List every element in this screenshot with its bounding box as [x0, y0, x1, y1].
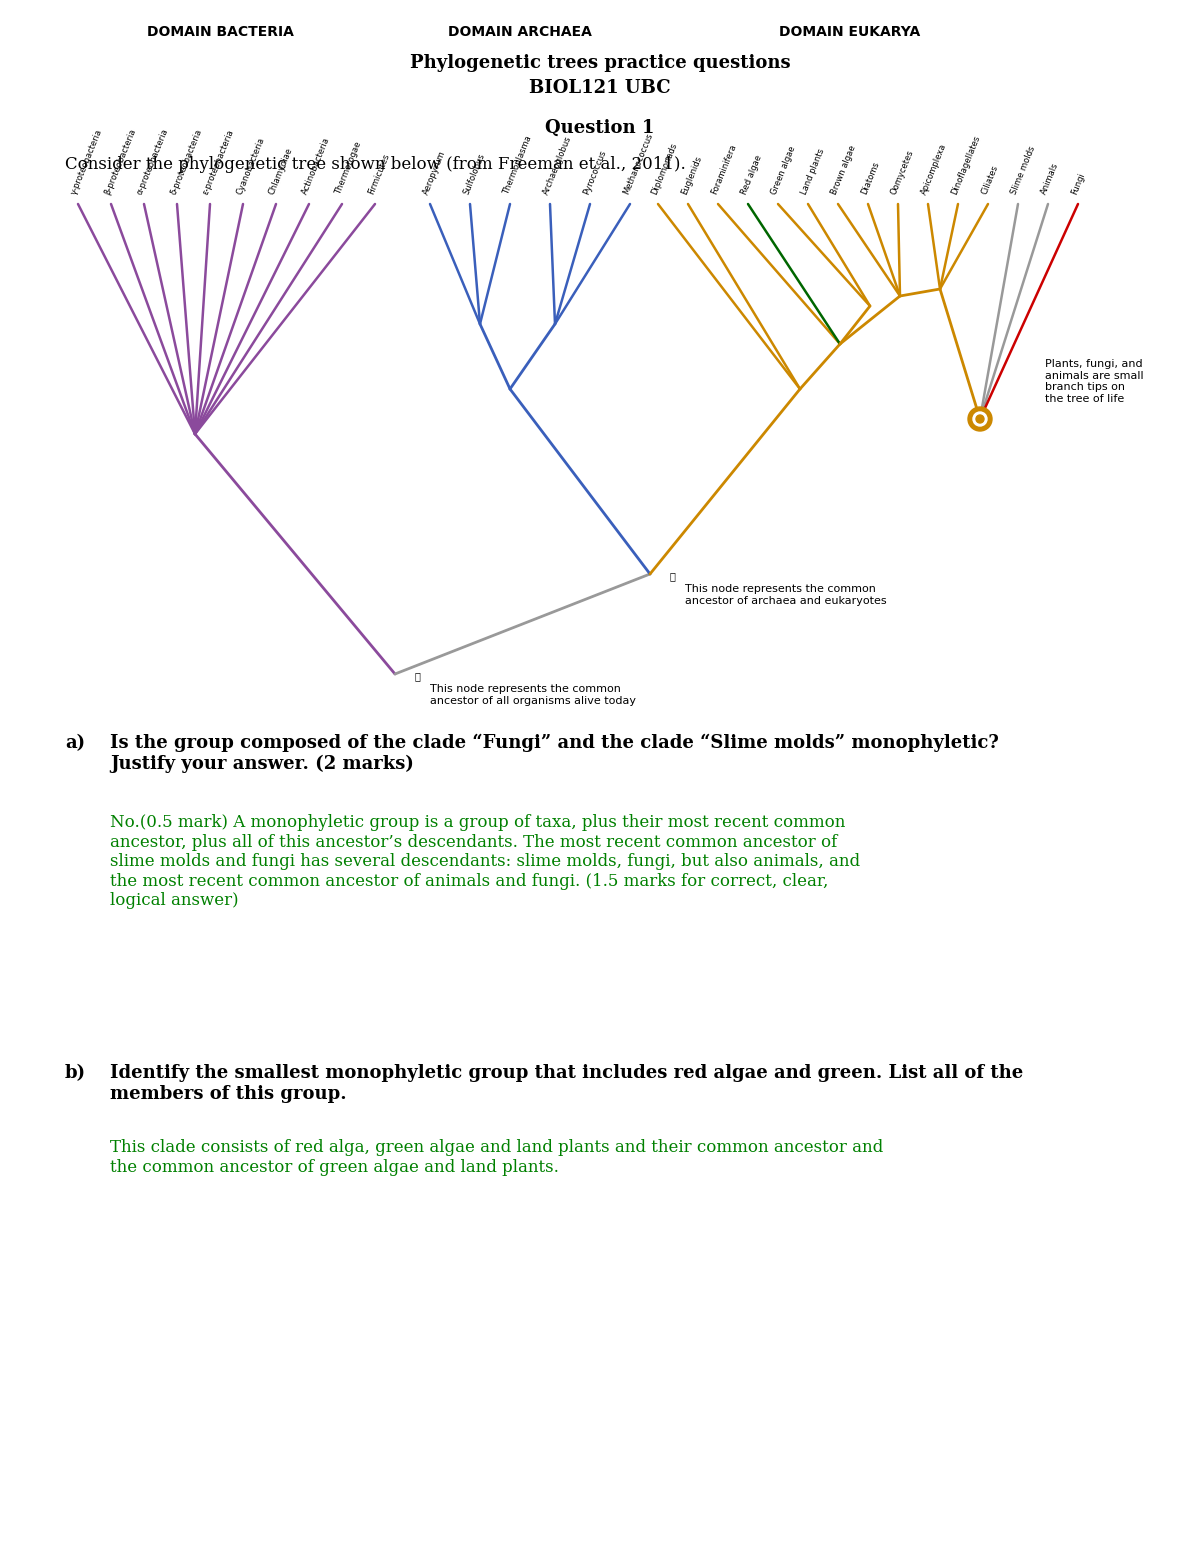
Text: Euglenids: Euglenids — [679, 154, 703, 196]
Text: DOMAIN EUKARYA: DOMAIN EUKARYA — [779, 25, 920, 39]
Text: Oomycetes: Oomycetes — [889, 149, 916, 196]
Text: Thermotogae: Thermotogae — [334, 140, 364, 196]
Text: Firmicutes: Firmicutes — [367, 152, 391, 196]
Text: Identify the smallest monophyletic group that includes red algae and green. List: Identify the smallest monophyletic group… — [110, 1064, 1024, 1103]
Text: Question 1: Question 1 — [545, 120, 655, 137]
Text: Pyrococcus: Pyrococcus — [582, 149, 607, 196]
Text: ε-proteobacteria: ε-proteobacteria — [202, 127, 236, 196]
Text: 📍: 📍 — [670, 570, 676, 581]
Text: Slime molds: Slime molds — [1009, 145, 1037, 196]
Circle shape — [973, 412, 986, 426]
Text: Cyanobacteria: Cyanobacteria — [235, 135, 266, 196]
Text: α-proteobacteria: α-proteobacteria — [136, 127, 170, 196]
Text: Red algae: Red algae — [739, 154, 763, 196]
Text: Land plants: Land plants — [799, 148, 827, 196]
Text: Diatoms: Diatoms — [859, 160, 881, 196]
Text: BIOL121 UBC: BIOL121 UBC — [529, 79, 671, 96]
Text: Methanococcus: Methanococcus — [622, 132, 654, 196]
Text: Chlamydiae: Chlamydiae — [268, 146, 295, 196]
Text: Aeropyrum: Aeropyrum — [421, 149, 448, 196]
Text: This node represents the common
ancestor of all organisms alive today: This node represents the common ancestor… — [430, 684, 636, 706]
Text: Actinobacteria: Actinobacteria — [301, 137, 332, 196]
Text: Archaeoglobus: Archaeoglobus — [541, 135, 574, 196]
Text: Green algae: Green algae — [769, 145, 797, 196]
Text: Diplomonads: Diplomonads — [649, 141, 679, 196]
Text: b): b) — [65, 1064, 86, 1082]
Circle shape — [968, 407, 992, 430]
Text: Is the group composed of the clade “Fungi” and the clade “Slime molds” monophyle: Is the group composed of the clade “Fung… — [110, 733, 998, 774]
Text: Brown algae: Brown algae — [829, 145, 858, 196]
Text: Phylogenetic trees practice questions: Phylogenetic trees practice questions — [409, 54, 791, 71]
Text: Thermoplasma: Thermoplasma — [502, 135, 534, 196]
Text: β-proteobacteria: β-proteobacteria — [103, 127, 138, 196]
Text: This clade consists of red alga, green algae and land plants and their common an: This clade consists of red alga, green a… — [110, 1139, 883, 1175]
Text: a): a) — [65, 733, 85, 752]
Text: Foraminifera: Foraminifera — [709, 143, 738, 196]
Circle shape — [976, 415, 984, 423]
Text: Sulfolobus: Sulfolobus — [462, 152, 486, 196]
Text: DOMAIN ARCHAEA: DOMAIN ARCHAEA — [448, 25, 592, 39]
Text: Apicomplexa: Apicomplexa — [919, 143, 948, 196]
Text: Animals: Animals — [1039, 162, 1061, 196]
Text: δ-proteobacteria: δ-proteobacteria — [169, 127, 203, 196]
Text: This node represents the common
ancestor of archaea and eukaryotes: This node represents the common ancestor… — [685, 584, 887, 606]
Text: Ciliates: Ciliates — [979, 163, 1000, 196]
Text: Consider the phylogenetic tree shown below (from Freeman et al., 2011).: Consider the phylogenetic tree shown bel… — [65, 155, 685, 172]
Text: Plants, fungi, and
animals are small
branch tips on
the tree of life: Plants, fungi, and animals are small bra… — [1045, 359, 1144, 404]
Text: No.(0.5 mark) A monophyletic group is a group of taxa, plus their most recent co: No.(0.5 mark) A monophyletic group is a … — [110, 814, 860, 909]
Text: γ-proteobacteria: γ-proteobacteria — [70, 127, 104, 196]
Text: 📍: 📍 — [415, 671, 421, 681]
Text: DOMAIN BACTERIA: DOMAIN BACTERIA — [146, 25, 294, 39]
Text: Fungi: Fungi — [1069, 171, 1086, 196]
Text: Dinoflagellates: Dinoflagellates — [949, 134, 982, 196]
